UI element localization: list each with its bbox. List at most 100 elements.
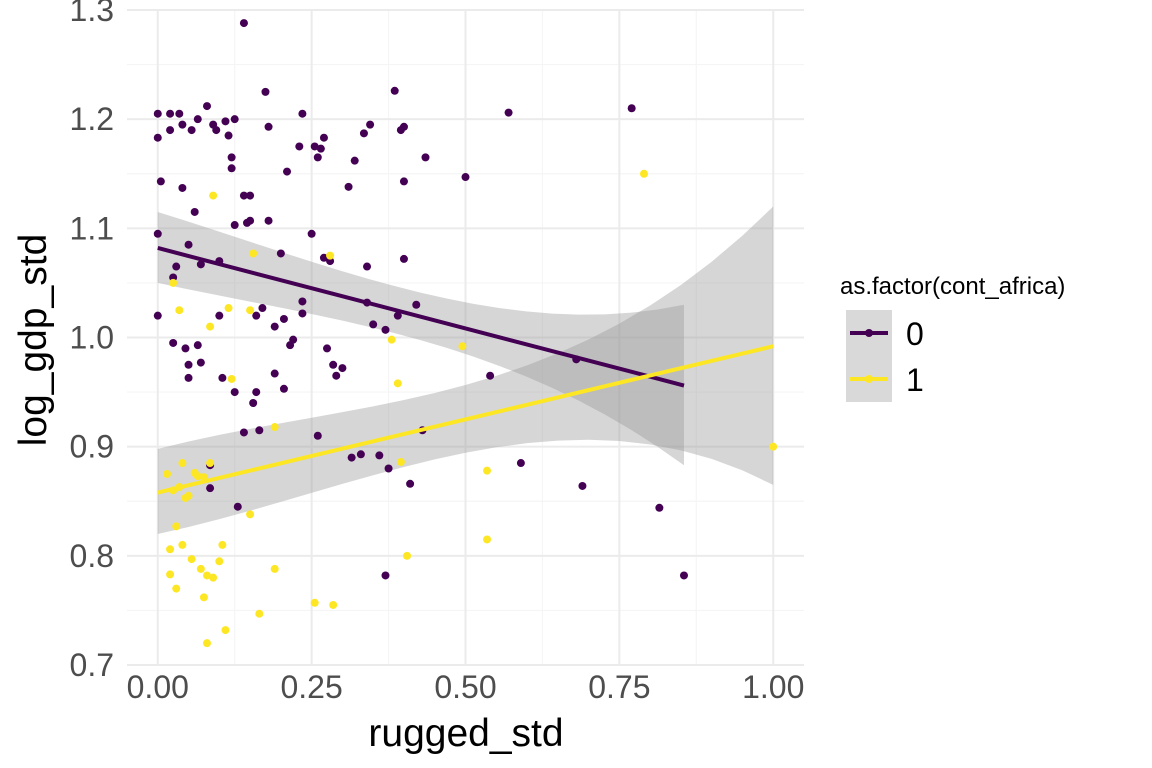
point-series-1	[483, 535, 492, 544]
point-series-1	[166, 570, 175, 579]
point-series-1	[166, 545, 175, 554]
legend-label-1: 1	[906, 362, 924, 398]
point-series-1	[329, 600, 338, 609]
point-series-1	[215, 557, 224, 566]
point-series-0	[153, 311, 162, 320]
point-series-0	[196, 358, 205, 367]
point-series-0	[230, 388, 239, 397]
point-series-0	[230, 115, 239, 124]
point-series-0	[221, 117, 230, 126]
point-series-0	[190, 207, 199, 216]
point-series-0	[193, 115, 202, 124]
point-series-1	[172, 584, 181, 593]
x-axis-title: rugged_std	[368, 712, 563, 755]
point-series-1	[246, 510, 255, 519]
confidence-band-1	[157, 206, 774, 534]
point-series-0	[366, 120, 375, 129]
fit-line-0	[157, 246, 685, 388]
point-series-0	[224, 131, 233, 140]
point-series-0	[627, 104, 636, 113]
point-series-0	[193, 341, 202, 350]
point-series-1	[206, 459, 215, 468]
point-series-0	[359, 129, 368, 138]
point-series-1	[203, 571, 212, 580]
point-series-0	[406, 479, 415, 488]
point-series-1	[184, 491, 193, 500]
point-series-1	[224, 304, 233, 313]
point-series-0	[347, 453, 356, 462]
point-series-1	[458, 342, 467, 351]
point-series-0	[270, 322, 279, 331]
point-series-0	[227, 164, 236, 173]
point-series-1	[769, 442, 778, 451]
point-series-0	[332, 371, 341, 380]
point-series-0	[178, 120, 187, 129]
y-tick-label: 1.1	[70, 210, 114, 246]
y-tick-label: 0.7	[70, 647, 114, 683]
point-series-0	[578, 481, 587, 490]
point-series-0	[230, 221, 239, 230]
point-series-0	[381, 325, 390, 334]
point-series-0	[258, 304, 267, 313]
point-series-0	[153, 109, 162, 118]
point-series-1	[193, 472, 202, 481]
point-series-0	[412, 300, 421, 309]
point-series-0	[381, 571, 390, 580]
data-points	[153, 19, 778, 648]
point-series-1	[387, 335, 396, 344]
confidence-bands	[157, 206, 774, 534]
point-series-1	[249, 249, 258, 258]
x-tick-label: 0.50	[434, 669, 496, 705]
point-series-0	[246, 216, 255, 225]
point-series-0	[239, 19, 248, 28]
point-series-0	[329, 360, 338, 369]
point-series-0	[486, 371, 495, 380]
point-series-0	[375, 451, 384, 460]
y-tick-label: 1.2	[70, 101, 114, 137]
point-series-0	[369, 320, 378, 329]
point-series-1	[396, 457, 405, 466]
point-series-0	[516, 459, 525, 468]
point-series-0	[178, 183, 187, 192]
point-series-0	[249, 399, 258, 407]
point-series-0	[393, 311, 402, 320]
point-series-0	[310, 142, 319, 151]
point-series-0	[338, 364, 347, 373]
point-series-0	[227, 153, 236, 162]
point-series-0	[246, 191, 255, 200]
point-series-0	[276, 249, 285, 258]
point-series-1	[163, 469, 172, 478]
point-series-0	[344, 182, 353, 191]
point-series-0	[298, 297, 307, 306]
point-series-0	[252, 388, 261, 397]
point-series-0	[399, 177, 408, 186]
point-series-0	[316, 144, 325, 153]
x-tick-label: 1.00	[742, 669, 804, 705]
y-axis-ticks: 0.7 0.8 0.9 1.0 1.1 1.2 1.3	[70, 0, 114, 683]
point-series-0	[184, 373, 193, 382]
point-series-1	[178, 540, 187, 549]
x-tick-label: 0.75	[588, 669, 650, 705]
x-tick-label: 0.25	[280, 669, 342, 705]
point-series-1	[221, 626, 230, 635]
point-series-0	[421, 153, 430, 162]
point-series-1	[178, 459, 187, 468]
point-series-0	[172, 262, 181, 271]
point-series-0	[203, 102, 212, 111]
point-series-1	[270, 564, 279, 573]
point-series-1	[199, 593, 208, 602]
point-series-1	[483, 466, 492, 475]
point-series-0	[295, 142, 304, 151]
y-tick-label: 1.0	[70, 320, 114, 356]
point-series-0	[655, 503, 664, 512]
major-gridlines	[127, 9, 804, 666]
fit-lines	[157, 246, 774, 495]
point-series-0	[166, 109, 175, 118]
point-series-0	[270, 369, 279, 378]
point-series-0	[264, 216, 273, 225]
point-series-0	[363, 262, 372, 271]
y-tick-label: 0.8	[70, 538, 114, 574]
point-series-0	[399, 122, 408, 131]
point-series-0	[212, 126, 221, 135]
